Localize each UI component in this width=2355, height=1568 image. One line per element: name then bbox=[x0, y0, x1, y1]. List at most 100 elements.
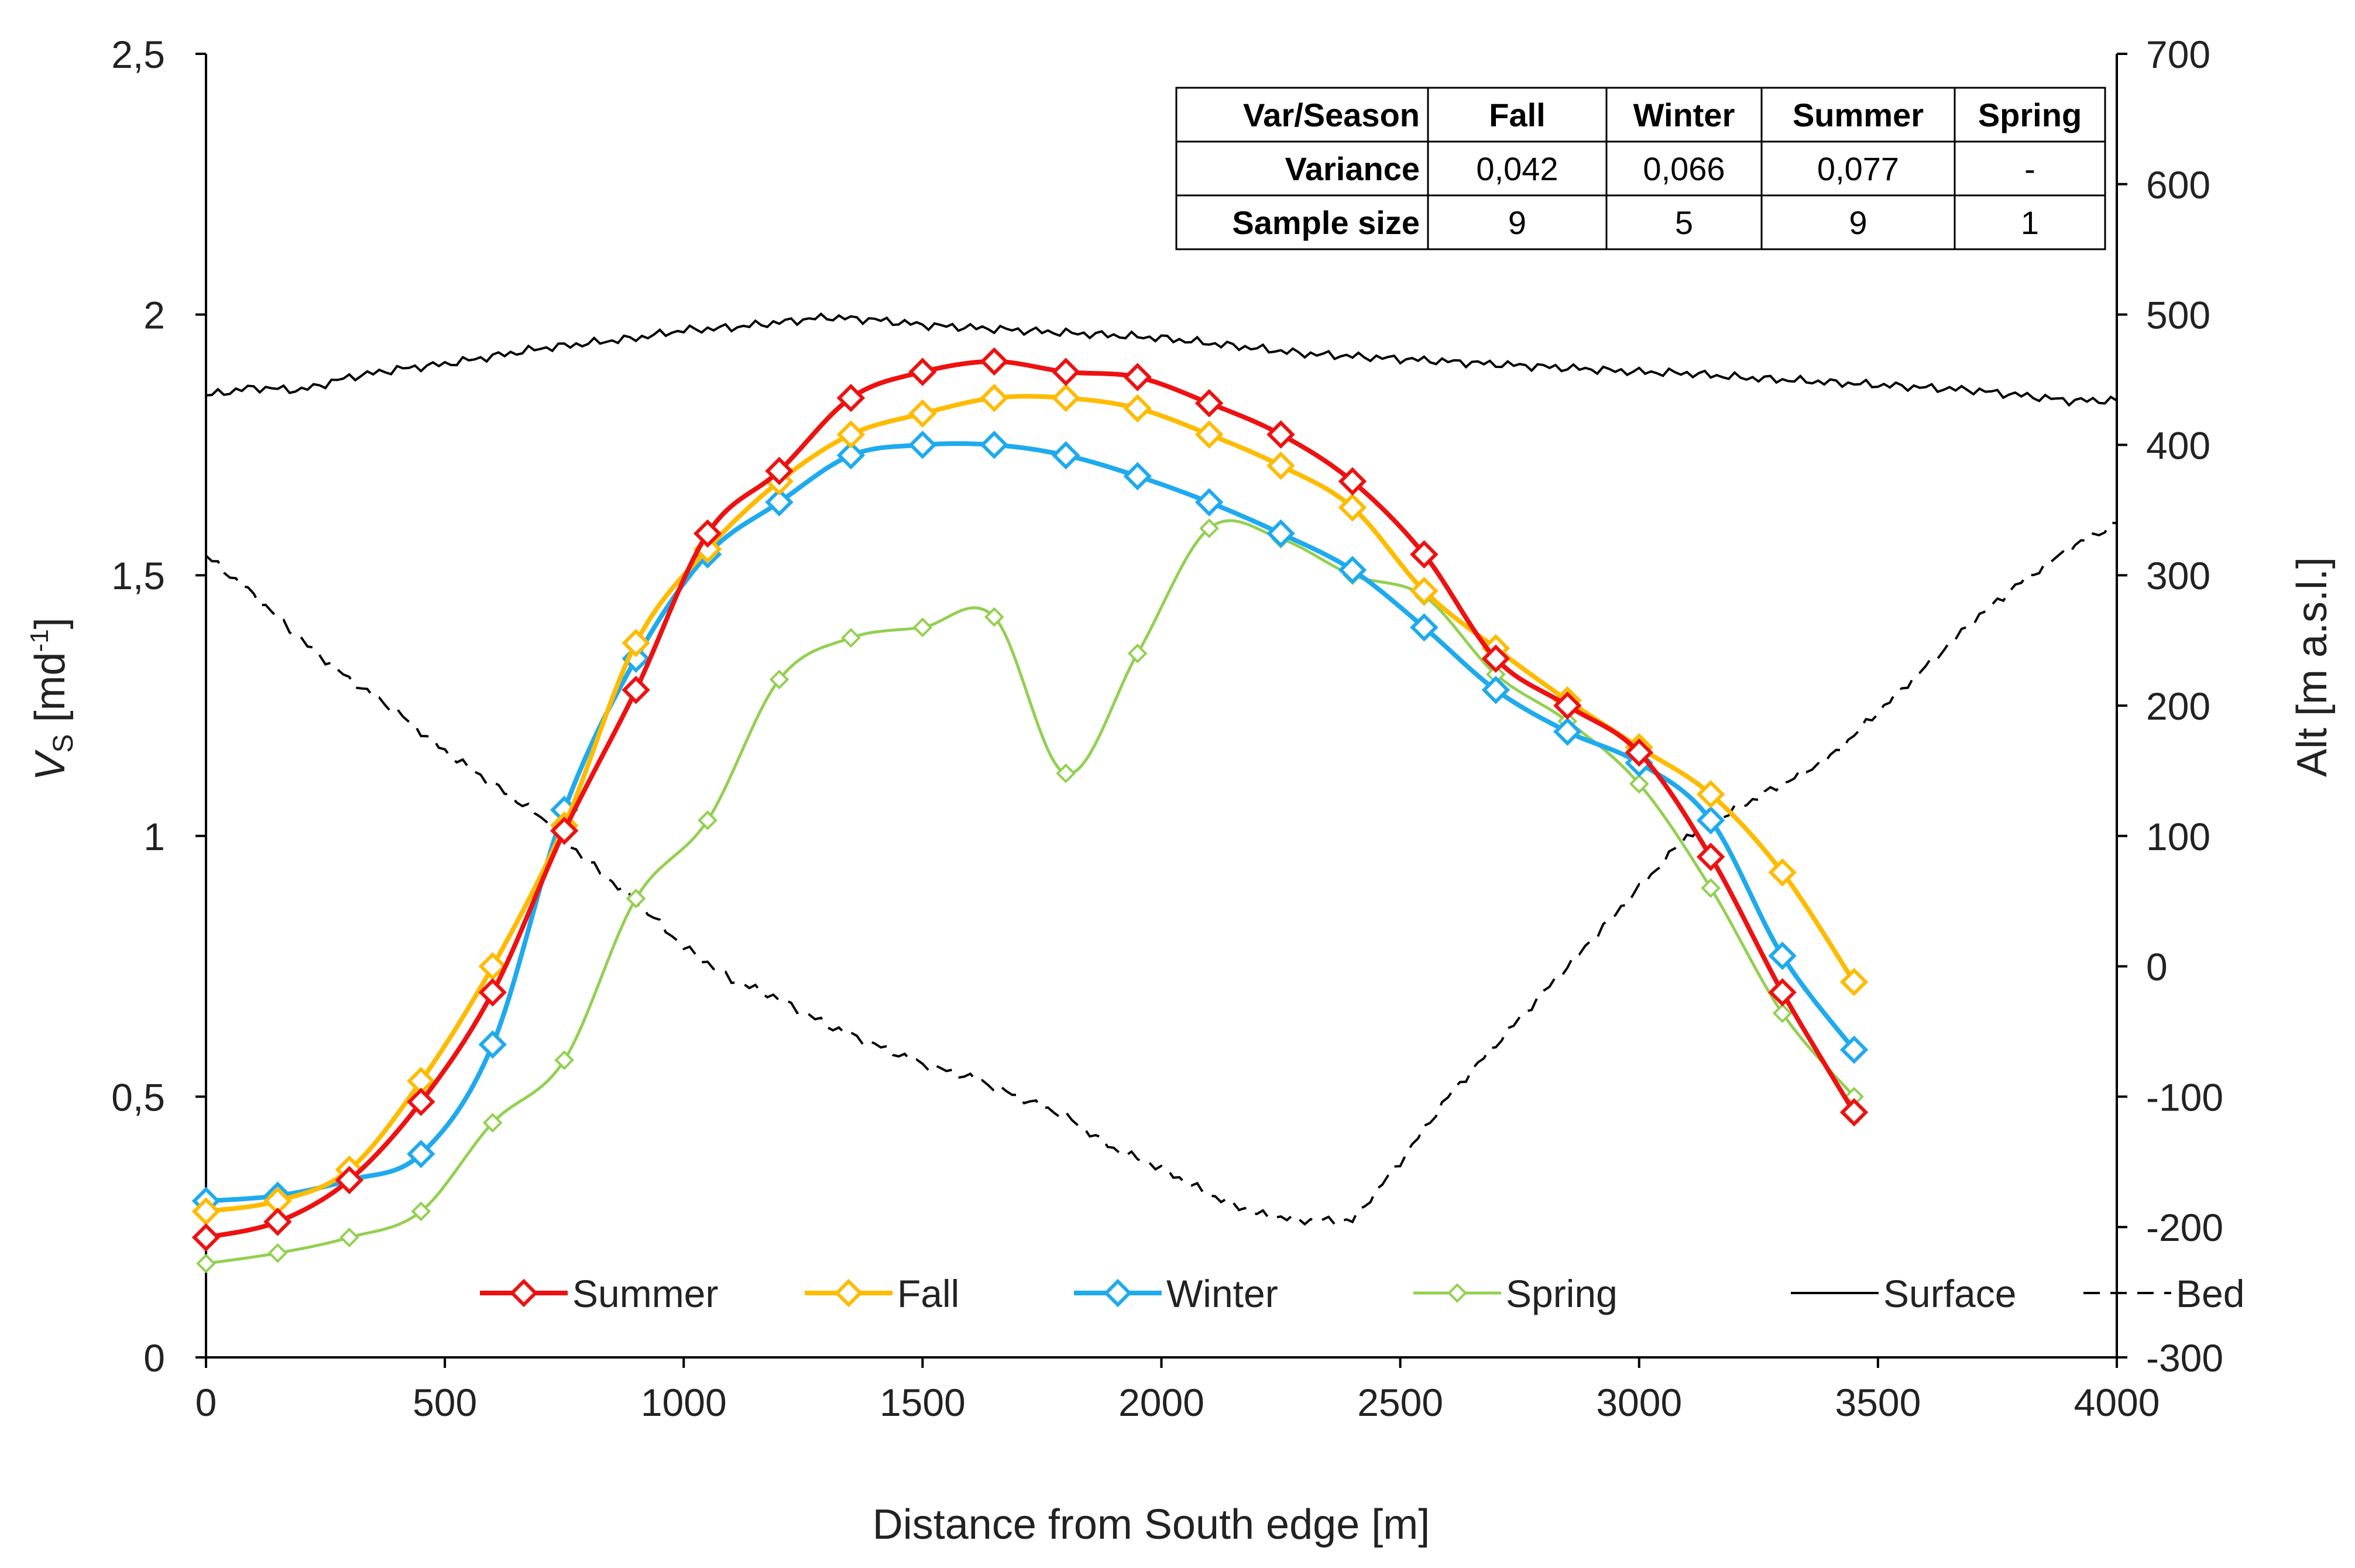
data-point bbox=[411, 1201, 431, 1222]
data-point bbox=[908, 357, 937, 386]
data-point bbox=[1768, 978, 1797, 1007]
x-tick-label: 2000 bbox=[1118, 1381, 1204, 1424]
data-point bbox=[698, 810, 718, 830]
table-cell: Sample size bbox=[1232, 204, 1420, 241]
y2-axis-title: Alt [m a.s.l.] bbox=[2289, 557, 2336, 777]
data-point bbox=[908, 399, 937, 428]
data-point bbox=[1696, 780, 1725, 809]
y-axis-left: 0 0,5 1 1,5 2 2,5 bbox=[111, 33, 206, 1380]
data-point bbox=[1194, 388, 1224, 418]
data-point bbox=[1338, 493, 1367, 522]
legend-item-summer: Summer bbox=[480, 1272, 718, 1315]
table-border bbox=[1175, 87, 2106, 250]
y-axis-title-unit: [md bbox=[27, 652, 74, 734]
data-point bbox=[836, 420, 866, 449]
data-point bbox=[335, 1165, 364, 1195]
table-cell: 9 bbox=[1849, 204, 1867, 241]
data-point bbox=[1052, 357, 1080, 386]
legend-label: Fall bbox=[897, 1272, 959, 1315]
data-point bbox=[622, 628, 650, 658]
data-point bbox=[339, 1227, 359, 1247]
table-header-cell: Summer bbox=[1793, 97, 1924, 133]
legend-swatch-marker bbox=[834, 1278, 863, 1308]
table-header-cell: Fall bbox=[1489, 97, 1545, 133]
legend-label: Surface bbox=[1883, 1272, 2016, 1315]
y-tick-label: 1 bbox=[143, 815, 165, 858]
data-point bbox=[1056, 764, 1076, 783]
data-point bbox=[1768, 858, 1797, 887]
series-summer bbox=[191, 347, 1869, 1252]
data-point bbox=[1127, 644, 1148, 663]
y-axis-title-unit-sup: -1 bbox=[25, 629, 54, 652]
legend: Summer Fall Winter Spring Surface Bed bbox=[480, 1272, 2244, 1315]
data-point bbox=[1839, 1035, 1869, 1064]
data-point bbox=[980, 347, 1009, 376]
data-point bbox=[478, 1030, 507, 1059]
series-fall bbox=[191, 383, 1869, 1226]
data-point bbox=[1338, 556, 1367, 584]
x-tick-label: 4000 bbox=[2074, 1381, 2160, 1424]
data-point bbox=[1194, 420, 1224, 449]
data-point bbox=[980, 383, 1009, 412]
data-point bbox=[191, 1197, 221, 1226]
data-point bbox=[1052, 441, 1080, 470]
data-point bbox=[1338, 467, 1367, 496]
table-cell: - bbox=[2024, 150, 2035, 187]
y2-tick-label: 400 bbox=[2146, 424, 2210, 467]
x-axis: 0 500 1000 1500 2000 2500 3000 3500 4000 bbox=[195, 1357, 2160, 1424]
data-point bbox=[1123, 462, 1152, 491]
data-point bbox=[836, 383, 866, 412]
table-header-cell: Spring bbox=[1978, 97, 2082, 133]
series-line-surface bbox=[205, 312, 2118, 407]
data-point bbox=[836, 441, 866, 470]
data-point bbox=[1266, 420, 1295, 449]
x-tick-label: 3000 bbox=[1596, 1381, 1682, 1424]
data-point bbox=[980, 431, 1009, 459]
table-cell: 0,042 bbox=[1476, 150, 1558, 187]
data-point bbox=[263, 1208, 292, 1236]
data-point bbox=[1123, 363, 1152, 391]
x-tick-label: 2500 bbox=[1357, 1381, 1443, 1424]
data-point bbox=[765, 456, 794, 486]
y2-tick-label: 100 bbox=[2146, 815, 2210, 858]
data-point bbox=[1768, 941, 1797, 971]
x-tick-label: 1500 bbox=[880, 1381, 966, 1424]
legend-swatch-marker bbox=[1447, 1283, 1467, 1303]
data-point bbox=[478, 952, 507, 981]
data-point bbox=[1481, 644, 1511, 673]
data-point bbox=[1481, 676, 1511, 704]
data-point bbox=[1696, 843, 1725, 871]
data-point bbox=[550, 816, 579, 845]
data-point bbox=[1410, 613, 1439, 642]
legend-swatch-marker bbox=[509, 1278, 538, 1308]
data-point bbox=[1772, 1003, 1793, 1023]
y2-tick-label: 700 bbox=[2146, 33, 2210, 76]
y2-tick-label: 500 bbox=[2146, 294, 2210, 337]
y-tick-label: 2 bbox=[143, 294, 165, 337]
x-tick-label: 0 bbox=[195, 1381, 217, 1424]
data-point bbox=[196, 1253, 216, 1274]
data-point bbox=[407, 1088, 435, 1116]
legend-item-bed: Bed bbox=[2083, 1272, 2244, 1315]
table-header-cell: Var/Season bbox=[1243, 97, 1420, 133]
data-point bbox=[1629, 773, 1649, 794]
x-axis-title: Distance from South edge [m] bbox=[873, 1501, 1430, 1548]
data-point bbox=[1839, 968, 1869, 996]
data-point bbox=[769, 669, 789, 690]
data-point bbox=[1553, 691, 1582, 720]
table-header-cell: Winter bbox=[1633, 97, 1735, 133]
data-point bbox=[622, 676, 650, 704]
legend-label: Summer bbox=[572, 1272, 718, 1315]
y-tick-label: 0 bbox=[143, 1336, 165, 1380]
data-point bbox=[626, 888, 646, 909]
data-point bbox=[984, 607, 1004, 627]
y2-tick-label: 600 bbox=[2146, 163, 2210, 207]
data-point bbox=[1194, 488, 1224, 517]
data-point bbox=[765, 488, 794, 517]
x-tick-label: 500 bbox=[413, 1381, 477, 1424]
data-point bbox=[908, 431, 937, 459]
legend-item-fall: Fall bbox=[805, 1272, 959, 1315]
data-point bbox=[1839, 1098, 1869, 1127]
table-cell: 9 bbox=[1508, 204, 1526, 241]
